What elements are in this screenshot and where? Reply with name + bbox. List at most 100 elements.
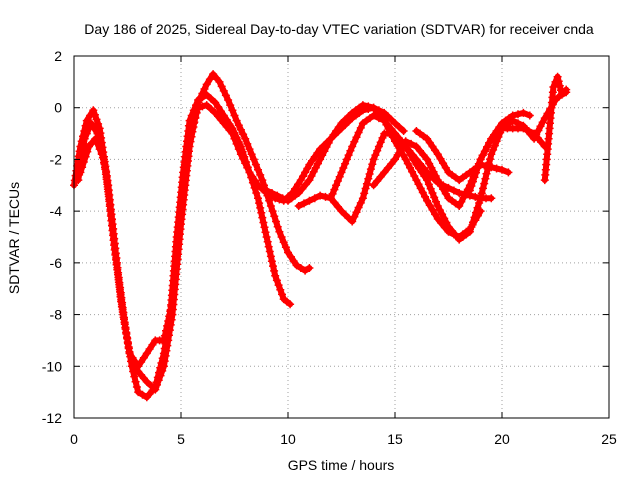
data-point-marker xyxy=(314,159,322,168)
data-point-marker xyxy=(508,111,517,120)
data-point-marker xyxy=(326,194,335,203)
data-point-marker xyxy=(427,163,436,172)
data-point-marker xyxy=(266,202,275,210)
data-point-marker xyxy=(337,168,346,177)
data-point-marker xyxy=(148,340,157,349)
series-layer xyxy=(70,70,571,402)
data-point-marker xyxy=(465,227,474,236)
data-point-marker xyxy=(311,163,320,172)
data-point-marker xyxy=(305,264,314,272)
data-point-marker xyxy=(166,307,175,316)
data-point-marker xyxy=(279,238,288,247)
data-point-marker xyxy=(138,390,147,399)
data-point-marker xyxy=(530,129,539,138)
data-point-marker xyxy=(128,353,137,362)
data-point-marker xyxy=(486,155,495,164)
data-point-marker xyxy=(254,181,262,190)
data-point-marker xyxy=(298,184,307,193)
data-point-marker xyxy=(305,196,314,205)
data-point-marker xyxy=(243,163,252,172)
data-point-marker xyxy=(407,139,416,148)
data-point-marker xyxy=(90,110,99,119)
data-point-marker xyxy=(406,163,414,172)
data-point-marker xyxy=(320,147,329,156)
data-point-marker xyxy=(154,376,163,385)
data-point-marker xyxy=(534,126,543,135)
data-point-marker xyxy=(439,159,448,168)
data-point-marker xyxy=(387,159,396,168)
series-line xyxy=(71,91,294,401)
data-point-marker xyxy=(260,223,269,232)
data-point-marker xyxy=(348,142,357,151)
data-point-marker xyxy=(241,134,250,143)
data-point-marker xyxy=(162,346,171,355)
axis-ticks xyxy=(73,55,610,419)
data-point-marker xyxy=(426,184,435,193)
data-point-marker xyxy=(163,321,172,330)
data-point-marker xyxy=(239,154,248,163)
data-point-marker xyxy=(80,134,89,143)
data-point-marker xyxy=(352,208,361,217)
data-point-marker xyxy=(341,115,350,124)
data-point-marker xyxy=(380,116,389,125)
data-point-marker xyxy=(255,199,264,208)
data-point-marker xyxy=(254,165,262,174)
y-tick-label: -4 xyxy=(50,203,63,219)
data-point-marker xyxy=(167,302,176,311)
data-point-marker xyxy=(241,159,250,168)
data-point-marker xyxy=(549,83,558,91)
data-point-marker xyxy=(97,150,106,159)
data-point-marker xyxy=(533,133,542,142)
data-point-marker xyxy=(480,147,489,156)
y-axis-label: SDTVAR / TECUs xyxy=(6,182,22,294)
data-point-marker xyxy=(277,233,286,241)
data-point-marker xyxy=(361,184,370,193)
data-point-marker xyxy=(423,196,432,205)
data-point-marker xyxy=(301,266,310,275)
data-point-marker xyxy=(211,98,220,107)
data-point-marker xyxy=(278,290,286,299)
data-point-marker xyxy=(205,75,214,84)
data-point-marker xyxy=(487,163,496,172)
data-point-marker xyxy=(342,155,351,164)
data-point-marker xyxy=(273,222,282,231)
data-point-marker xyxy=(256,170,265,179)
data-point-marker xyxy=(376,172,385,181)
data-point-marker xyxy=(236,125,245,134)
data-point-marker xyxy=(475,199,484,207)
data-point-marker xyxy=(117,302,126,311)
data-point-marker xyxy=(124,344,133,353)
plot-frame xyxy=(73,55,610,419)
data-point-marker xyxy=(221,91,230,100)
data-point-marker xyxy=(479,184,487,193)
data-point-marker xyxy=(78,163,87,172)
data-point-marker xyxy=(82,129,91,138)
data-point-marker xyxy=(478,151,487,160)
data-point-marker xyxy=(273,191,282,200)
data-point-marker xyxy=(93,129,102,138)
data-point-marker xyxy=(480,179,489,188)
data-point-marker xyxy=(257,208,266,217)
data-point-marker xyxy=(316,155,325,164)
data-point-marker xyxy=(132,383,141,391)
data-point-marker xyxy=(393,150,402,159)
data-point-marker xyxy=(483,143,491,151)
data-point-marker xyxy=(477,189,486,198)
data-point-marker xyxy=(262,186,271,195)
x-tick-label: 10 xyxy=(280,431,296,447)
data-point-marker xyxy=(433,176,442,185)
data-point-marker xyxy=(79,139,88,148)
data-point-marker xyxy=(459,193,468,202)
data-point-marker xyxy=(461,189,470,198)
data-point-marker xyxy=(562,88,571,97)
data-point-marker xyxy=(224,96,233,104)
grid xyxy=(74,56,609,418)
data-point-marker xyxy=(504,168,513,177)
data-point-marker xyxy=(328,189,337,198)
data-point-marker xyxy=(123,339,132,347)
data-point-marker xyxy=(481,174,490,183)
data-point-marker xyxy=(431,172,440,180)
data-point-marker xyxy=(391,155,399,164)
data-point-marker xyxy=(318,151,327,160)
data-point-marker xyxy=(423,155,432,164)
